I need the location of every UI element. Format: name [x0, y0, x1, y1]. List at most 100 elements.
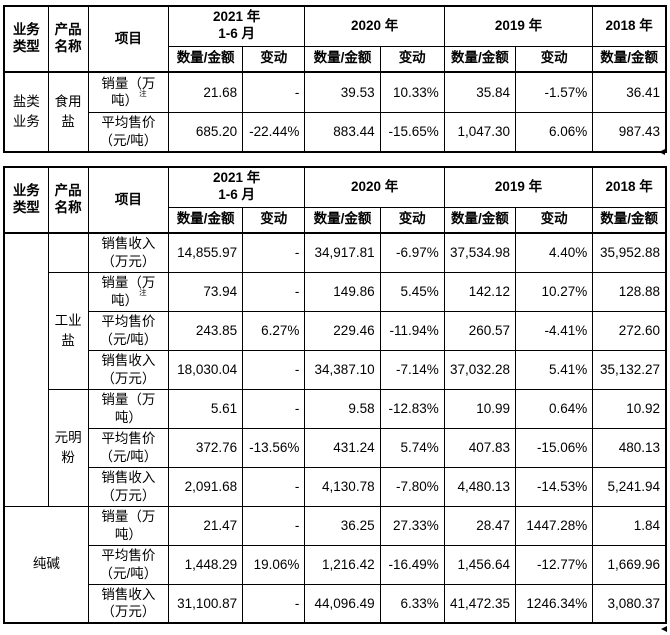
value-cell: 73.94 [167, 271, 244, 312]
change-cell: 1447.28% [514, 505, 594, 546]
table-row: 平均售价（元/吨） 685.20 -22.44% 883.44 -15.65% … [4, 111, 667, 153]
value-cell: 21.47 [167, 505, 244, 546]
value-cell: 9.58 [304, 388, 381, 429]
value-cell: 5.61 [167, 388, 244, 429]
value-cell: 987.43 [592, 111, 667, 153]
value-cell: 10.92 [592, 388, 667, 429]
table-row: 销售收入（万元） 31,100.87 - 44,096.49 6.33% 41,… [4, 583, 667, 624]
change-cell: 6.27% [242, 310, 306, 351]
value-cell: 1,456.64 [443, 544, 517, 585]
value-cell: 1.84 [592, 505, 667, 546]
business-type-cell: 盐类业务 [3, 71, 49, 153]
change-cell: 6.33% [379, 583, 445, 624]
table-row: 盐类业务 食用盐 销量（万吨）注 21.68 - 39.53 10.33% 35… [3, 71, 667, 153]
header-period-2020: 2020 年 [304, 166, 445, 208]
item-cell: 平均售价（元/吨） [87, 427, 169, 468]
subheader-change-2021: 变动 [242, 45, 306, 73]
change-cell: -4.41% [514, 310, 594, 351]
table-header-row-years: 业务类型 产品名称 项目 2021 年 1-6 月 2020 年 2019 年 … [3, 166, 667, 234]
value-cell: 35,132.27 [592, 349, 667, 390]
header-period-2019: 2019 年 [443, 5, 594, 47]
footnote-marker: 注 [139, 288, 147, 297]
item-cell: 销量（万吨）注 [87, 71, 169, 113]
change-cell: 27.33% [379, 505, 445, 546]
change-cell: 5.41% [514, 349, 594, 390]
change-cell: -6.97% [379, 232, 445, 273]
item-cell: 销售收入（万元） [87, 349, 169, 390]
value-cell: 35,952.88 [592, 232, 667, 273]
change-cell: - [242, 505, 306, 546]
subheader-change-2019: 变动 [514, 206, 594, 234]
header-period-2018: 2018 年 [592, 166, 667, 208]
value-cell: 5,241.94 [592, 466, 667, 507]
change-cell: -15.06% [514, 427, 594, 468]
value-cell: 14,855.97 [167, 232, 244, 273]
value-cell: 4,480.13 [443, 466, 517, 507]
value-cell: 2,091.68 [167, 466, 244, 507]
item-label: 销量（万吨） [101, 274, 156, 308]
subheader-amount-2018: 数量/金额 [592, 206, 667, 234]
change-cell: -11.94% [379, 310, 445, 351]
value-cell: 272.60 [592, 310, 667, 351]
header-product-name: 产品名称 [47, 5, 89, 73]
subheader-change-2020: 变动 [379, 45, 445, 73]
table-row: 元明粉 销量（万吨） 5.61 - 9.58 -12.83% 10.99 0.6… [4, 388, 667, 507]
value-cell: 685.20 [167, 111, 244, 153]
change-cell: 4.40% [514, 232, 594, 273]
change-cell: - [242, 349, 306, 390]
value-cell: 243.85 [167, 310, 244, 351]
change-cell: -13.56% [242, 427, 306, 468]
subheader-change-2021: 变动 [242, 206, 306, 234]
change-cell: - [242, 583, 306, 624]
value-cell: 34,387.10 [304, 349, 381, 390]
header-product-name: 产品名称 [47, 166, 89, 234]
value-cell: 4,130.78 [304, 466, 381, 507]
change-cell: 10.33% [379, 71, 445, 113]
value-cell: 36.25 [304, 505, 381, 546]
change-cell: 5.45% [379, 271, 445, 312]
item-cell: 销售收入（万元） [87, 583, 169, 624]
item-label: 销量（万吨） [101, 75, 156, 109]
value-cell: 480.13 [592, 427, 667, 468]
table-header-row-measures: 数量/金额 变动 数量/金额 变动 数量/金额 变动 数量/金额 [4, 45, 667, 73]
subheader-amount-2021: 数量/金额 [167, 206, 244, 234]
item-cell: 销量（万吨）注 [87, 271, 169, 312]
value-cell: 35.84 [443, 71, 517, 113]
value-cell: 1,216.42 [304, 544, 381, 585]
subheader-amount-2020: 数量/金额 [304, 45, 381, 73]
change-cell: - [242, 388, 306, 429]
value-cell: 31,100.87 [167, 583, 244, 624]
header-period-2021: 2021 年 1-6 月 [167, 5, 306, 47]
change-cell: -14.53% [514, 466, 594, 507]
value-cell: 229.46 [304, 310, 381, 351]
change-cell: 1246.34% [514, 583, 594, 624]
subheader-change-2019: 变动 [514, 45, 594, 73]
change-cell: - [242, 271, 306, 312]
value-cell: 34,917.81 [304, 232, 381, 273]
product-name-cell: 元明粉 [47, 388, 89, 507]
product-name-cell: 工业盐 [47, 271, 89, 390]
change-cell: -1.57% [514, 71, 594, 113]
value-cell: 10.99 [443, 388, 517, 429]
subheader-amount-2019: 数量/金额 [443, 206, 517, 234]
change-cell: 0.64% [514, 388, 594, 429]
value-cell: 149.86 [304, 271, 381, 312]
value-cell: 142.12 [443, 271, 517, 312]
change-cell: -12.83% [379, 388, 445, 429]
change-cell: -16.49% [379, 544, 445, 585]
header-business-type: 业务类型 [3, 166, 49, 234]
header-period-2021: 2021 年 1-6 月 [167, 166, 306, 208]
value-cell: 1,047.30 [443, 111, 517, 153]
table-row: 平均售价（元/吨） 243.85 6.27% 229.46 -11.94% 26… [4, 310, 667, 351]
table-row: 工业盐 销量（万吨）注 73.94 - 149.86 5.45% 142.12 … [4, 271, 667, 390]
change-cell: - [242, 466, 306, 507]
change-cell: - [242, 232, 306, 273]
table-row: 纯碱 销量（万吨） 21.47 - 36.25 27.33% 28.47 144… [3, 505, 667, 624]
table-header-row-years: 业务类型 产品名称 项目 2021 年 1-6 月 2020 年 2019 年 … [3, 5, 667, 73]
change-cell: 19.06% [242, 544, 306, 585]
product-name-empty-cell [47, 232, 89, 273]
change-cell: 10.27% [514, 271, 594, 312]
header-period-2020: 2020 年 [304, 5, 445, 47]
value-cell: 39.53 [304, 71, 381, 113]
